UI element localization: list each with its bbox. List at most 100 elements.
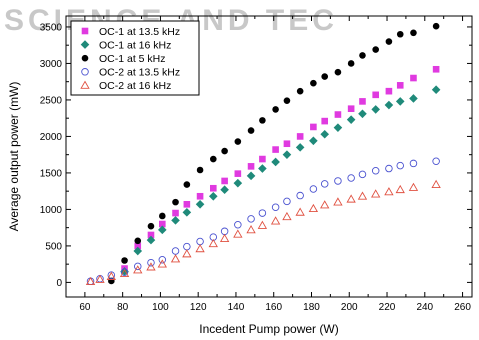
data-point xyxy=(347,105,355,112)
y-tick-label: 0 xyxy=(56,278,62,289)
data-point xyxy=(333,197,343,206)
data-point xyxy=(196,166,204,174)
x-tick-label: 80 xyxy=(117,302,129,313)
data-point xyxy=(233,229,243,238)
data-point xyxy=(158,225,167,235)
data-point xyxy=(409,94,418,103)
data-point xyxy=(347,174,355,182)
data-point xyxy=(247,127,255,134)
data-point xyxy=(357,191,368,200)
legend-marker xyxy=(80,80,90,89)
data-point xyxy=(295,143,305,152)
legend-label: OC-1 at 13.5 kHz xyxy=(99,26,180,38)
x-tick-label: 60 xyxy=(79,302,91,313)
x-tick-label: 160 xyxy=(265,302,282,313)
data-point xyxy=(346,115,356,124)
data-point xyxy=(196,192,204,200)
data-point xyxy=(208,191,218,201)
data-point xyxy=(359,52,366,59)
data-point xyxy=(395,184,405,194)
data-point xyxy=(408,182,419,191)
data-point xyxy=(385,164,393,173)
data-point xyxy=(219,233,230,242)
data-point xyxy=(271,203,280,211)
data-point xyxy=(371,166,380,175)
data-point xyxy=(309,185,318,193)
data-point xyxy=(133,265,143,274)
y-tick-label: 1500 xyxy=(40,168,63,179)
data-point xyxy=(296,87,304,95)
plot-border xyxy=(65,15,473,298)
data-point xyxy=(196,237,204,246)
data-point xyxy=(195,244,205,253)
data-point xyxy=(295,207,305,216)
data-point xyxy=(321,73,329,80)
data-point xyxy=(146,235,156,245)
data-point xyxy=(431,179,441,188)
data-point xyxy=(220,185,229,195)
data-point xyxy=(384,100,394,110)
data-point xyxy=(95,274,105,283)
data-point xyxy=(85,276,96,286)
y-axis-title: Average output power (mW) xyxy=(7,82,21,232)
series-2 xyxy=(108,22,440,285)
data-point xyxy=(271,157,280,167)
data-point xyxy=(258,209,267,217)
legend-label: OC-1 at 16 kHz xyxy=(99,39,171,51)
data-point xyxy=(309,136,318,146)
y-tick-label: 2000 xyxy=(40,132,63,143)
data-point xyxy=(385,87,393,95)
data-point xyxy=(209,155,217,163)
x-tick-label: 260 xyxy=(454,302,471,313)
data-point xyxy=(320,200,330,209)
data-point xyxy=(159,212,166,220)
data-point xyxy=(147,258,155,267)
data-point xyxy=(432,22,440,30)
data-point xyxy=(384,187,394,196)
data-point xyxy=(221,147,228,155)
data-point xyxy=(283,97,291,104)
data-point xyxy=(372,46,379,53)
data-point xyxy=(172,198,179,206)
data-point xyxy=(432,65,440,73)
data-point xyxy=(358,170,367,179)
data-point xyxy=(171,247,180,255)
data-point xyxy=(159,220,166,228)
data-point xyxy=(158,256,167,264)
data-point xyxy=(385,38,393,45)
data-point xyxy=(283,140,291,148)
data-point xyxy=(320,129,330,139)
data-point xyxy=(234,220,242,229)
data-point xyxy=(246,171,256,181)
legend-marker xyxy=(81,27,89,35)
data-point xyxy=(133,246,143,256)
data-point xyxy=(247,215,255,223)
data-point xyxy=(146,262,156,271)
data-point xyxy=(195,200,205,209)
data-point xyxy=(157,259,167,268)
data-point xyxy=(308,203,319,213)
data-point xyxy=(270,216,281,225)
x-tick-label: 200 xyxy=(341,302,358,313)
data-point xyxy=(371,105,380,114)
data-point xyxy=(410,29,417,37)
data-point xyxy=(147,222,155,230)
x-tick-label: 240 xyxy=(416,302,433,313)
data-point xyxy=(258,164,267,173)
data-point xyxy=(283,197,291,206)
data-point xyxy=(134,262,142,271)
plot-area xyxy=(65,15,473,298)
data-point xyxy=(247,163,255,170)
series-1 xyxy=(120,85,441,276)
data-point xyxy=(358,109,367,119)
data-point xyxy=(409,159,418,168)
series-0 xyxy=(121,65,440,272)
legend-label: OC-2 at 16 kHz xyxy=(99,80,171,92)
data-point xyxy=(183,201,191,208)
data-point xyxy=(371,189,381,198)
y-tick-label: 2500 xyxy=(40,95,63,106)
data-point xyxy=(134,237,142,245)
data-point xyxy=(396,82,404,89)
data-point xyxy=(334,111,342,118)
data-point xyxy=(272,106,279,113)
